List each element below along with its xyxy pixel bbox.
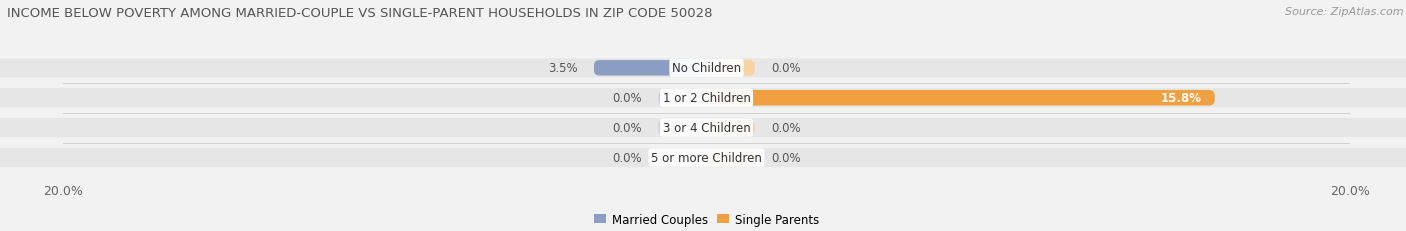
Text: 1 or 2 Children: 1 or 2 Children	[662, 92, 751, 105]
FancyBboxPatch shape	[658, 150, 707, 166]
FancyBboxPatch shape	[0, 119, 1406, 138]
Text: 3.5%: 3.5%	[548, 62, 578, 75]
Text: No Children: No Children	[672, 62, 741, 75]
FancyBboxPatch shape	[0, 148, 1406, 167]
FancyBboxPatch shape	[658, 91, 707, 106]
FancyBboxPatch shape	[593, 61, 707, 76]
FancyBboxPatch shape	[707, 150, 755, 166]
FancyBboxPatch shape	[0, 59, 1406, 78]
Text: INCOME BELOW POVERTY AMONG MARRIED-COUPLE VS SINGLE-PARENT HOUSEHOLDS IN ZIP COD: INCOME BELOW POVERTY AMONG MARRIED-COUPL…	[7, 7, 713, 20]
Text: 0.0%: 0.0%	[770, 151, 800, 164]
Text: 5 or more Children: 5 or more Children	[651, 151, 762, 164]
FancyBboxPatch shape	[707, 61, 755, 76]
FancyBboxPatch shape	[707, 120, 755, 136]
Text: 0.0%: 0.0%	[770, 122, 800, 134]
FancyBboxPatch shape	[707, 91, 1215, 106]
Text: 0.0%: 0.0%	[613, 122, 643, 134]
FancyBboxPatch shape	[0, 89, 1406, 108]
Legend: Married Couples, Single Parents: Married Couples, Single Parents	[589, 208, 824, 231]
Text: 0.0%: 0.0%	[770, 62, 800, 75]
Text: 0.0%: 0.0%	[613, 92, 643, 105]
Text: 15.8%: 15.8%	[1161, 92, 1202, 105]
Text: Source: ZipAtlas.com: Source: ZipAtlas.com	[1285, 7, 1403, 17]
Text: 3 or 4 Children: 3 or 4 Children	[662, 122, 751, 134]
FancyBboxPatch shape	[658, 120, 707, 136]
Text: 0.0%: 0.0%	[613, 151, 643, 164]
